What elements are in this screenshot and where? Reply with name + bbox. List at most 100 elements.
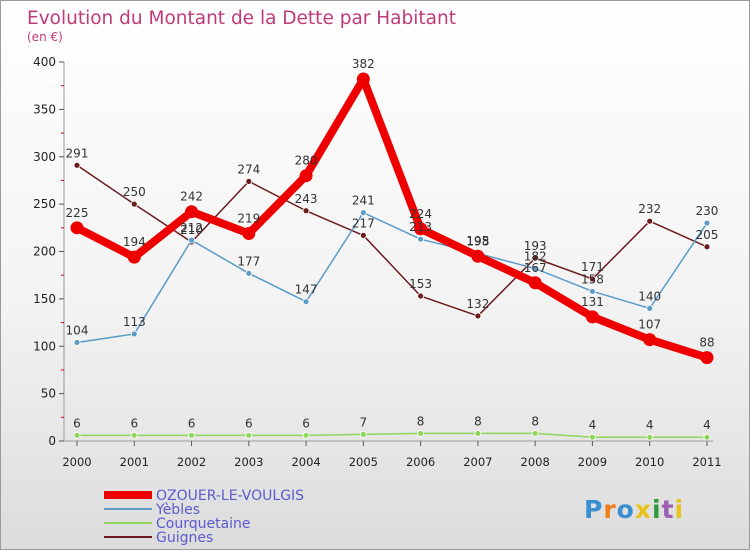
data-label-y-bles: 147: [295, 283, 318, 297]
data-label-guignes: 205: [696, 228, 719, 242]
data-label-y-bles: 113: [123, 315, 146, 329]
data-point-courquetaine: [417, 430, 425, 437]
y-tick-label: 150: [33, 292, 56, 306]
data-label-guignes: 193: [524, 239, 547, 253]
data-point-y-bles: [73, 339, 81, 346]
data-point-y-bles: [531, 265, 539, 272]
x-tick-label: 2006: [406, 455, 435, 469]
series-line-courquetaine: [76, 432, 708, 438]
data-label-courquetaine: 8: [417, 414, 425, 428]
data-point-guignes: [703, 243, 711, 251]
data-label-ozouer-le-voulgis: 242: [180, 190, 203, 204]
x-tick-label: 2002: [177, 455, 206, 469]
data-point-y-bles: [589, 287, 596, 295]
data-point-y-bles: [130, 330, 138, 338]
data-label-ozouer-le-voulgis: 88: [699, 336, 714, 350]
data-point-guignes: [531, 254, 539, 262]
data-point-courquetaine: [474, 430, 482, 437]
data-label-courquetaine: 6: [73, 416, 81, 430]
data-point-ozouer-le-voulgis: [585, 310, 599, 324]
data-label-courquetaine: 7: [360, 415, 368, 429]
data-label-y-bles: 213: [409, 220, 432, 234]
data-point-courquetaine: [589, 433, 596, 441]
proxiti-logo: Proxiti: [584, 495, 684, 524]
data-point-guignes: [359, 231, 367, 239]
data-label-courquetaine: 6: [302, 416, 310, 430]
data-label-y-bles: 230: [696, 204, 719, 218]
data-labels: 291 250 210 274 243 217 153 132 193 171 232 205 104 1…: [66, 57, 719, 432]
x-tick-label: 2011: [692, 455, 721, 469]
data-label-guignes: 217: [352, 216, 375, 230]
x-tick-label: 2003: [234, 455, 263, 469]
data-point-courquetaine: [188, 431, 195, 439]
data-point-ozouer-le-voulgis: [700, 351, 714, 365]
data-point-courquetaine: [130, 431, 138, 439]
data-label-ozouer-le-voulgis: 107: [638, 318, 661, 332]
y-tick-label: 200: [33, 245, 56, 259]
data-point-y-bles: [417, 235, 425, 243]
chart-subtitle: (en €): [27, 30, 63, 44]
data-point-ozouer-le-voulgis: [643, 333, 657, 347]
data-point-ozouer-le-voulgis: [414, 222, 428, 236]
data-label-ozouer-le-voulgis: 382: [352, 57, 375, 71]
x-tick-label: 2009: [578, 455, 607, 469]
data-label-guignes: 250: [123, 185, 146, 199]
data-point-courquetaine: [703, 433, 711, 441]
data-point-y-bles: [188, 236, 195, 244]
data-point-y-bles: [302, 298, 310, 306]
x-tick-label: 2005: [349, 455, 378, 469]
data-label-y-bles: 241: [352, 194, 375, 208]
data-label-ozouer-le-voulgis: 224: [409, 207, 432, 221]
data-label-y-bles: 177: [237, 254, 260, 268]
data-label-courquetaine: 4: [646, 418, 654, 432]
data-point-ozouer-le-voulgis: [70, 221, 84, 235]
series-line-ozouer-le-voulgis: [73, 75, 711, 362]
data-point-guignes: [245, 177, 253, 185]
data-label-ozouer-le-voulgis: 131: [581, 295, 604, 309]
legend: OZOUER-LE-VOULGISYèblesCourquetaineGuign…: [104, 488, 304, 546]
data-point-courquetaine: [531, 430, 539, 437]
y-tick-label: 250: [33, 197, 56, 211]
data-point-y-bles: [646, 304, 654, 312]
data-label-guignes: 232: [638, 202, 661, 216]
y-tick-label: 350: [33, 102, 56, 116]
data-point-ozouer-le-voulgis: [127, 250, 141, 264]
data-point-guignes: [417, 292, 425, 300]
data-point-guignes: [474, 312, 482, 320]
data-label-guignes: 210: [180, 223, 203, 237]
data-point-y-bles: [359, 209, 367, 217]
data-label-courquetaine: 8: [531, 414, 539, 428]
data-point-guignes: [130, 200, 138, 208]
x-tick-label: 2004: [291, 455, 320, 469]
x-tick-label: 2001: [120, 455, 149, 469]
data-point-courquetaine: [73, 431, 81, 439]
y-tick-label: 100: [33, 339, 56, 353]
data-label-ozouer-le-voulgis: 280: [295, 154, 318, 168]
svg-text:Proxiti: Proxiti: [584, 495, 684, 524]
legend-label: Courquetaine: [156, 516, 251, 532]
data-point-ozouer-le-voulgis: [185, 205, 199, 219]
data-label-y-bles: 198: [466, 234, 489, 248]
data-point-courquetaine: [646, 433, 654, 441]
data-point-guignes: [302, 207, 310, 215]
data-label-guignes: 291: [66, 146, 89, 160]
data-point-courquetaine: [245, 431, 253, 439]
data-label-ozouer-le-voulgis: 195: [466, 234, 489, 248]
data-point-y-bles: [245, 269, 253, 277]
data-label-guignes: 153: [409, 277, 432, 291]
data-label-y-bles: 158: [581, 272, 604, 286]
data-point-ozouer-le-voulgis: [242, 226, 256, 240]
data-label-ozouer-le-voulgis: 225: [66, 206, 89, 220]
data-label-guignes: 243: [295, 192, 318, 206]
data-label-guignes: 274: [237, 162, 260, 176]
legend-label: Yèbles: [155, 502, 200, 518]
data-label-ozouer-le-voulgis: 194: [123, 235, 146, 249]
series-line-y-bles: [76, 211, 708, 344]
data-label-y-bles: 104: [66, 323, 89, 337]
data-label-courquetaine: 6: [245, 416, 253, 430]
data-point-y-bles: [703, 219, 711, 227]
x-tick-label: 2010: [635, 455, 664, 469]
data-point-guignes: [589, 275, 596, 283]
data-point-courquetaine: [302, 431, 310, 439]
